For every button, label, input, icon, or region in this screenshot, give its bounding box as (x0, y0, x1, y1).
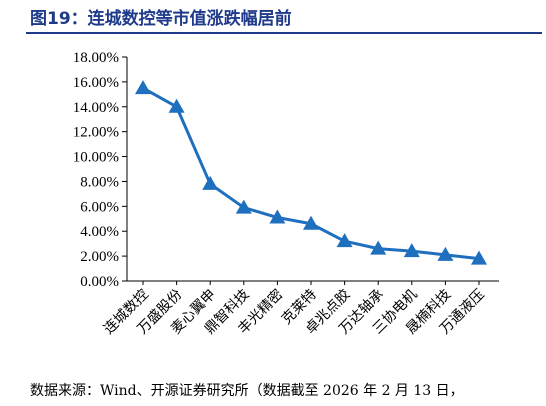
y-tick-label: 8.00% (80, 174, 119, 190)
y-tick-label: 16.00% (73, 75, 119, 91)
data-point-marker (437, 246, 454, 261)
y-tick-label: 14.00% (73, 100, 119, 116)
y-tick-label: 4.00% (80, 224, 119, 240)
data-point-marker (336, 233, 353, 248)
y-tick-label: 6.00% (80, 199, 119, 215)
source-note: 数据来源：Wind、开源证券研究所（数据截至 2026 年 2 月 13 日， (30, 383, 464, 399)
series-line-group (135, 80, 487, 265)
data-point-marker (202, 175, 219, 190)
figure-title: 图19：连城数控等市值涨跌幅居前 (30, 9, 292, 29)
y-tick-label: 12.00% (73, 125, 119, 141)
data-point-marker (303, 215, 319, 230)
series-line (142, 86, 480, 261)
y-tick-label: 0.00% (80, 274, 119, 290)
data-point-marker (269, 209, 286, 224)
data-point-marker (471, 250, 487, 265)
x-axis: 连城数控万盛股份麦心翼申鼎智科技丰光精密克莱特卓兆点胶万达轴承三协电机晟楠科技万… (101, 280, 499, 337)
y-tick-label: 18.00% (73, 50, 119, 66)
title-divider (26, 32, 542, 34)
y-tick-label: 10.00% (73, 150, 119, 166)
y-axis: 0.00% 2.00% 4.00% 6.00% 8.00% 10.00% 12.00% 14.… (73, 50, 128, 290)
data-point-marker (135, 80, 151, 95)
data-point-marker (370, 240, 387, 255)
data-point-marker (168, 98, 185, 113)
data-point-marker (403, 243, 420, 258)
y-tick-label: 2.00% (80, 249, 119, 265)
data-point-marker (235, 199, 252, 214)
